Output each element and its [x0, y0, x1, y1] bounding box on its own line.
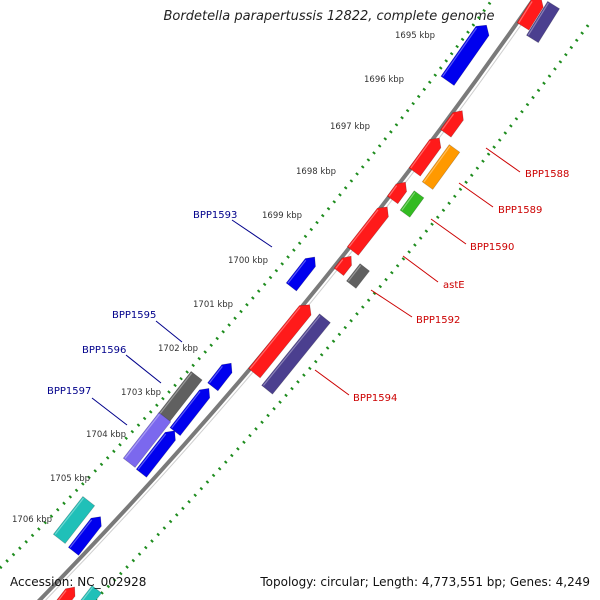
gene-label-leader: [91, 397, 128, 426]
map-title: Bordetella parapertussis 12822, complete…: [163, 9, 495, 24]
gene-arrow-blue: [207, 362, 233, 392]
scale-tick-label: 1702 kbp: [158, 344, 198, 354]
gene-arrow-orange: [421, 144, 461, 190]
scale-tick-label: 1698 kbp: [296, 167, 336, 177]
ruler-outer: [0, 0, 494, 570]
gene-label: BPP1597: [47, 386, 91, 397]
gene-arrow-blue: [285, 256, 316, 292]
gene-arrow-blue: [135, 430, 176, 478]
gene-label: astE: [443, 280, 465, 291]
gene-arrow-red: [346, 206, 389, 256]
gene-label-leader: [125, 354, 162, 384]
gene-label-leader: [155, 320, 183, 343]
gene-label: BPP1594: [353, 393, 397, 404]
gene-label: BPP1596: [82, 345, 126, 356]
scale-tick-label: 1701 kbp: [193, 300, 233, 310]
gene-arrow-green: [399, 190, 425, 218]
accession-text: Accession: NC_002928: [10, 575, 147, 589]
genome-summary-text: Topology: circular; Length: 4,773,551 bp…: [260, 575, 590, 589]
gene-label-leader: [430, 218, 467, 245]
scale-tick-label: 1704 kbp: [86, 430, 126, 440]
gene-arrow-blue: [440, 24, 490, 86]
gene-label-leader: [402, 255, 439, 283]
gene-label: BPP1592: [416, 315, 460, 326]
gene-label-leader: [314, 369, 350, 396]
gene-arrow-red: [440, 110, 464, 138]
gene-label-leader: [485, 147, 521, 173]
gene-label-leader: [458, 182, 494, 208]
gene-label: BPP1593: [193, 210, 237, 221]
scale-tick-label: 1706 kbp: [12, 515, 52, 525]
gene-arrow-red: [408, 137, 442, 177]
scale-tick-label: 1699 kbp: [262, 211, 302, 221]
gene-arrow-slate: [261, 313, 331, 395]
genome-backbone: [36, 0, 536, 600]
scale-tick-label: 1703 kbp: [121, 388, 161, 398]
gene-arrow-blue: [67, 516, 102, 556]
gene-arrow-red: [516, 0, 544, 31]
gene-label-leader: [231, 219, 273, 248]
gene-label: BPP1589: [498, 205, 542, 216]
scale-tick-label: 1705 kbp: [50, 474, 90, 484]
gene-arrow-teal: [52, 496, 96, 544]
gene-label-leader: [370, 289, 413, 318]
gene-arrow-blue: [169, 387, 211, 437]
gene-arrow-lavender: [122, 412, 172, 468]
gene-arrow-teal: [78, 585, 102, 600]
scale-tick-label: 1695 kbp: [395, 31, 435, 41]
gene-arrow-gray: [346, 263, 370, 289]
gene-arrow-red: [333, 255, 352, 276]
ruler-inner: [93, 19, 594, 600]
scale-tick-label: 1700 kbp: [228, 256, 268, 266]
gene-arrow-slate: [526, 0, 560, 44]
gene-label: BPP1590: [470, 242, 514, 253]
scale-tick-label: 1697 kbp: [330, 122, 370, 132]
gene-label: BPP1588: [525, 169, 569, 180]
gene-arrow-red: [386, 181, 407, 205]
gene-arrow-red: [248, 304, 312, 379]
scale-tick-label: 1696 kbp: [364, 75, 404, 85]
gene-label: BPP1595: [112, 310, 156, 321]
